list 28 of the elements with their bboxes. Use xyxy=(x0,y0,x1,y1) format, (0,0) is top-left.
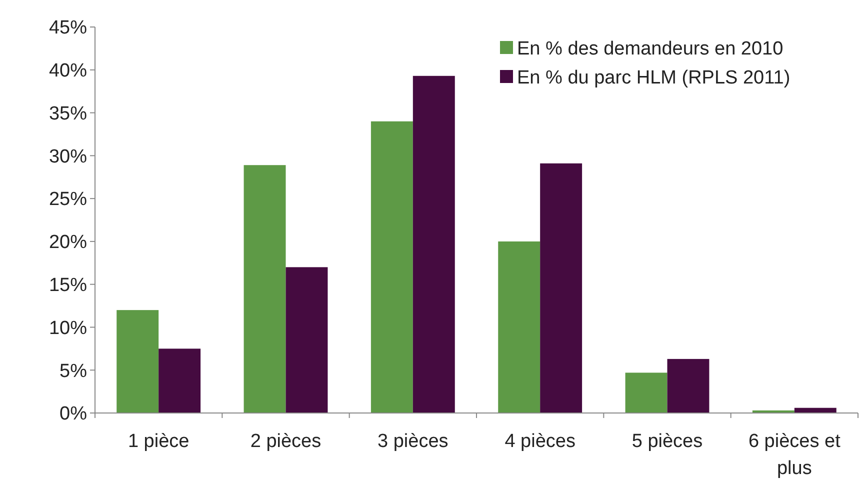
bar xyxy=(498,241,540,413)
y-tick-label: 10% xyxy=(48,318,88,339)
y-tick-label: 30% xyxy=(48,146,88,168)
y-tick-label: 45% xyxy=(48,18,88,39)
y-tick-label: 15% xyxy=(48,274,88,296)
y-tick-label: 5% xyxy=(60,360,88,382)
bar xyxy=(286,267,328,413)
bar xyxy=(244,165,286,413)
bar xyxy=(412,76,455,413)
bar xyxy=(158,348,201,413)
x-tick-label: 4 pièces xyxy=(504,431,576,452)
bar xyxy=(116,310,159,413)
legend-label: En % du parc HLM (RPLS 2011) xyxy=(517,68,790,89)
bar xyxy=(370,121,413,413)
bar xyxy=(540,163,582,413)
y-tick-label: 20% xyxy=(48,232,88,254)
y-tick-label: 35% xyxy=(48,103,88,124)
y-tick-label: 40% xyxy=(48,60,88,82)
x-tick-label: 5 pièces xyxy=(632,431,703,452)
x-tick-label: 3 pièces xyxy=(378,431,448,452)
bar xyxy=(625,372,668,413)
x-tick-label: 6 pièces et plus xyxy=(748,431,842,479)
y-tick-label: 0% xyxy=(60,404,88,425)
x-tick-label: 1 pièce xyxy=(128,431,190,452)
x-tick-label: 2 pièces xyxy=(250,431,322,452)
y-tick-label: 25% xyxy=(48,189,88,210)
bar xyxy=(667,358,710,413)
legend-label: En % des demandeurs en 2010 xyxy=(517,38,784,60)
